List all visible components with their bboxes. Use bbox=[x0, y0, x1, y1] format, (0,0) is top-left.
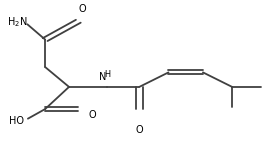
Text: N: N bbox=[99, 72, 106, 82]
Text: O: O bbox=[79, 4, 86, 14]
Text: H: H bbox=[105, 70, 110, 78]
Text: O: O bbox=[136, 125, 143, 135]
Text: HO: HO bbox=[9, 116, 24, 126]
Text: H$_2$N: H$_2$N bbox=[7, 15, 27, 29]
Text: O: O bbox=[89, 110, 96, 120]
